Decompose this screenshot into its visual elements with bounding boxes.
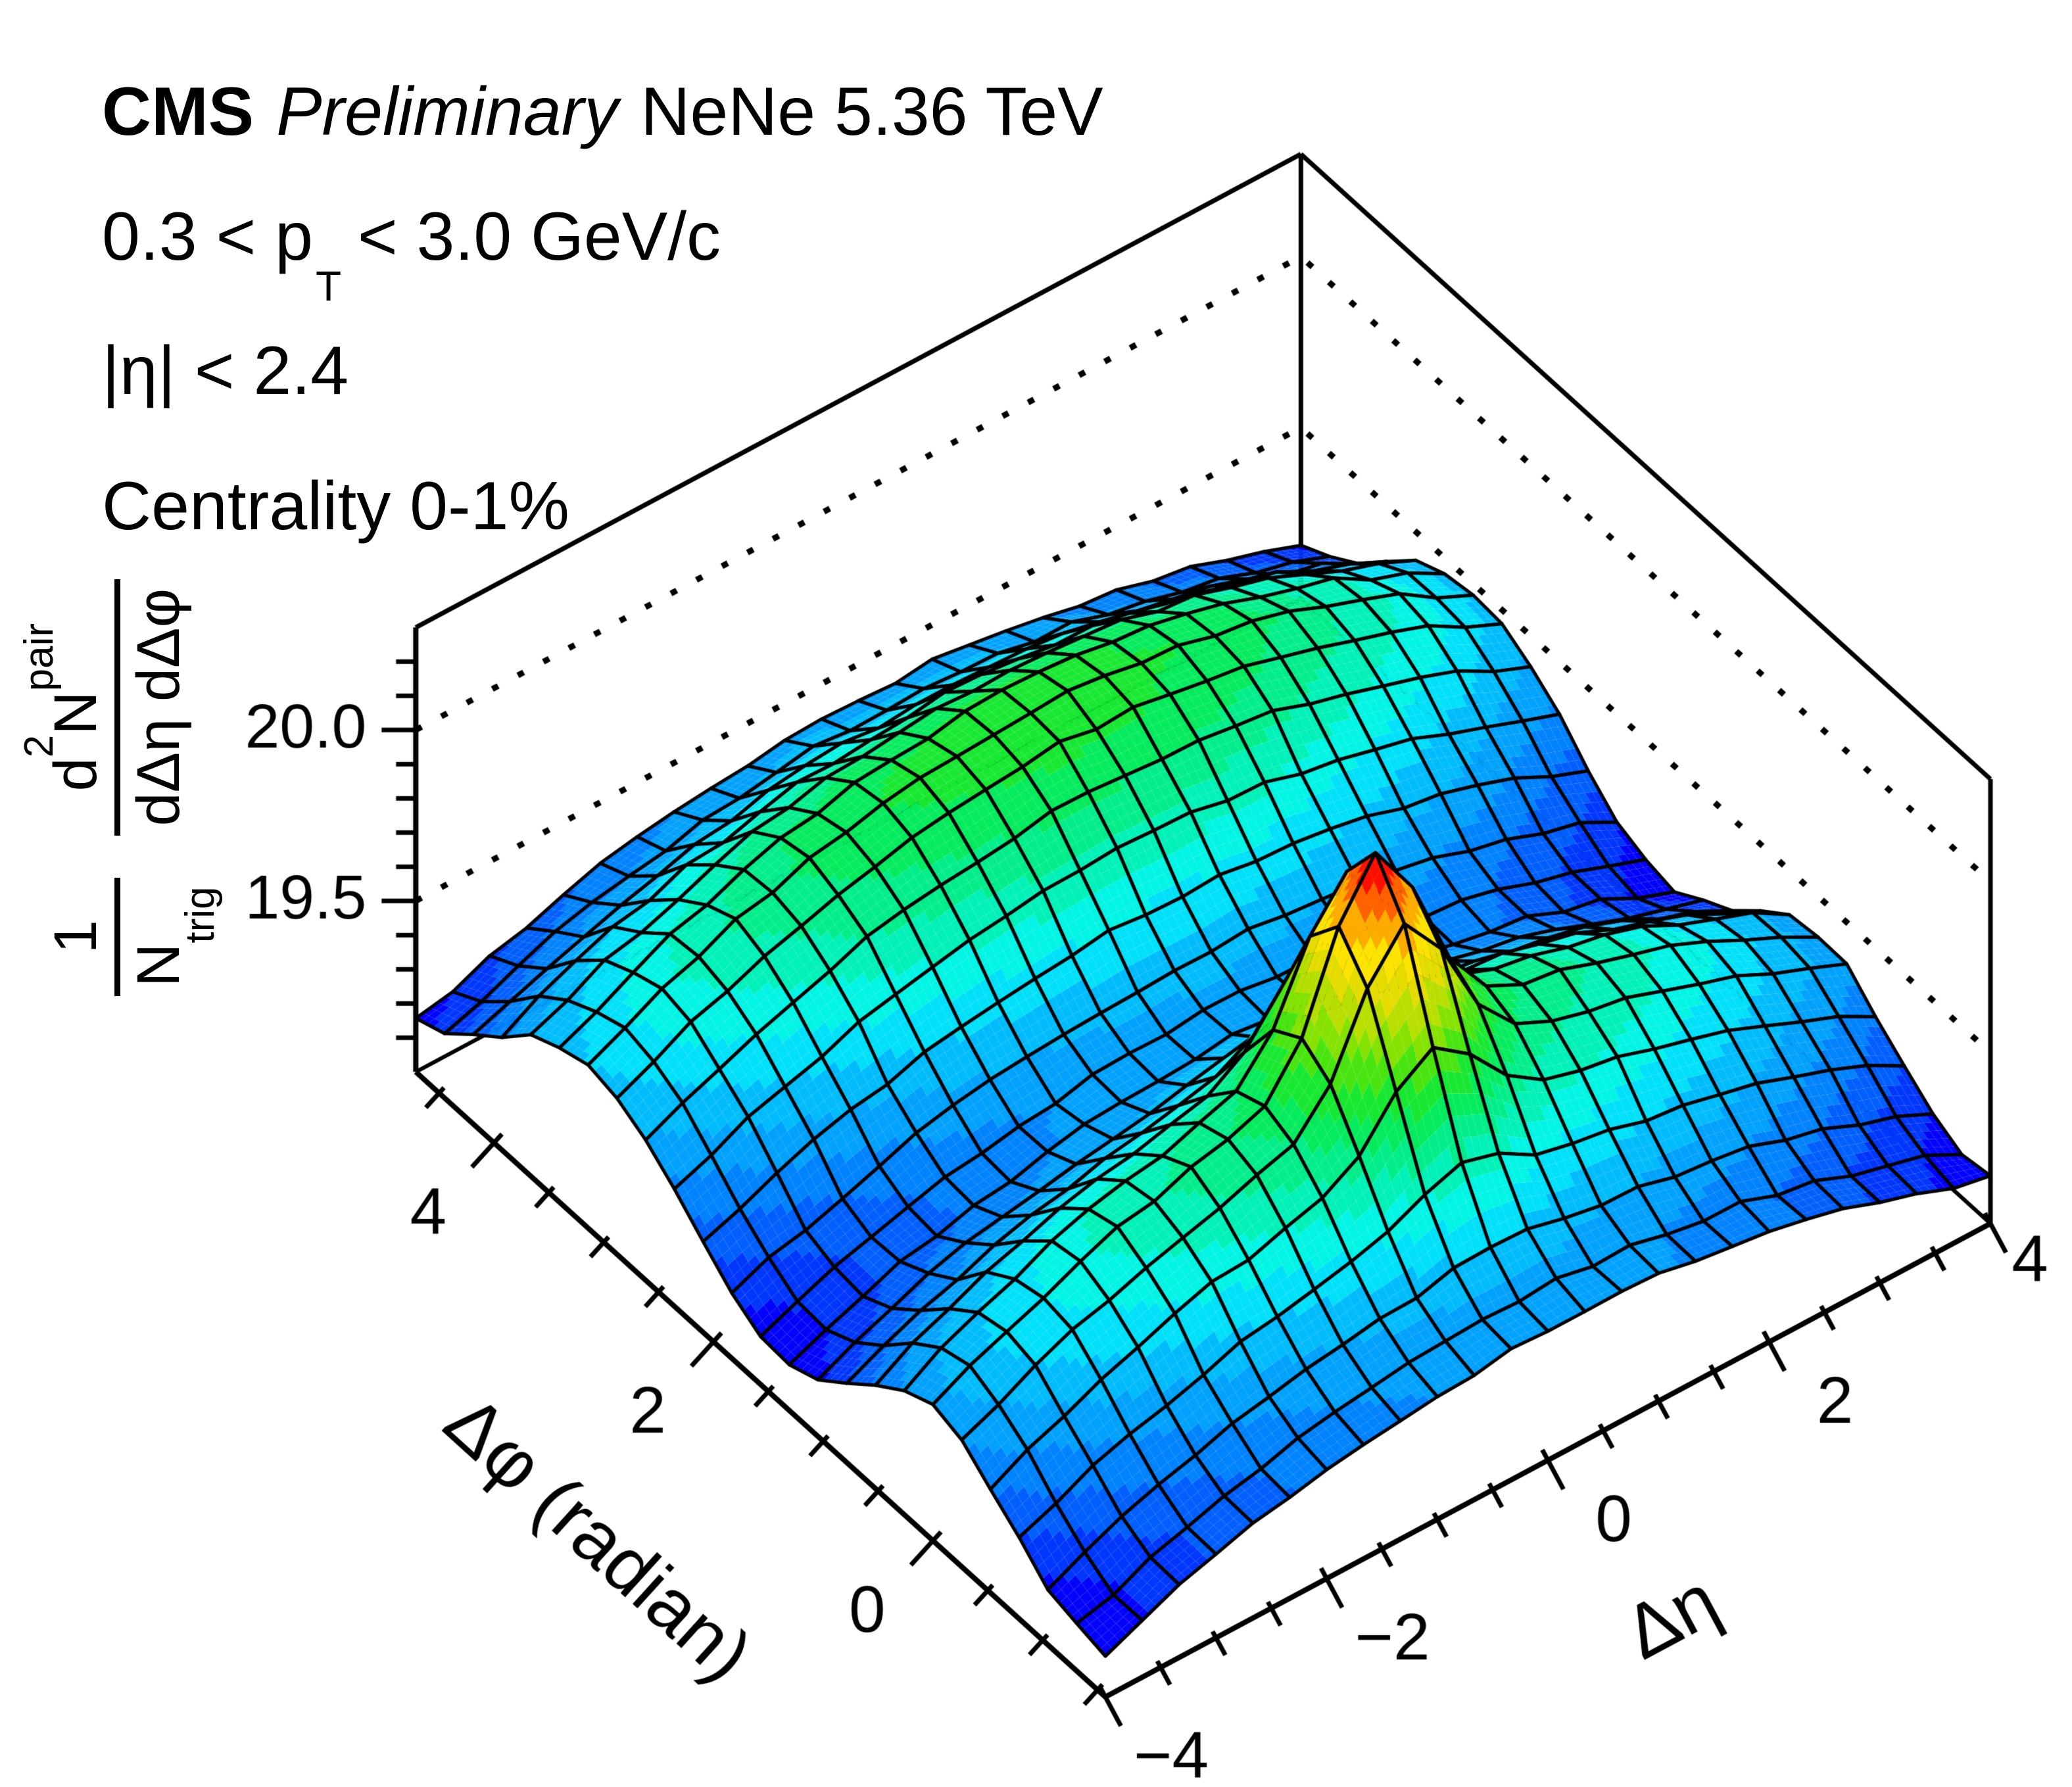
system-energy-label: NeNe 5.36 TeV xyxy=(640,74,1103,150)
pt-range-pre: 0.3 < p xyxy=(102,199,313,275)
pt-range-label: 0.3 < pT < 3.0 GeV/c xyxy=(102,203,721,307)
centrality-label: Centrality 0-1% xyxy=(102,468,569,544)
d2n-fraction: d2Npair dΔη dΔφ xyxy=(16,579,192,836)
z-axis-title: 1 Ntrig d2Npair dΔη dΔφ xyxy=(0,498,406,1077)
frac1-numerator: 1 xyxy=(41,920,109,954)
one-over-ntrig-fraction: 1 Ntrig xyxy=(41,877,223,997)
eta-cut-label: |η| < 2.4 xyxy=(102,333,349,409)
fraction-bar xyxy=(114,579,120,836)
experiment-label: CMS xyxy=(102,74,254,150)
frac2-numerator: d2Npair xyxy=(16,623,109,792)
frac1-denominator: Ntrig xyxy=(124,886,223,988)
pt-range-post: < 3.0 GeV/c xyxy=(339,199,721,275)
frac2-denominator: dΔη dΔφ xyxy=(124,588,192,826)
pt-subscript: T xyxy=(315,262,342,310)
preliminary-label: Preliminary xyxy=(276,74,619,150)
header-line-1: CMS Preliminary NeNe 5.36 TeV xyxy=(102,78,1103,146)
fraction-bar xyxy=(114,877,120,997)
